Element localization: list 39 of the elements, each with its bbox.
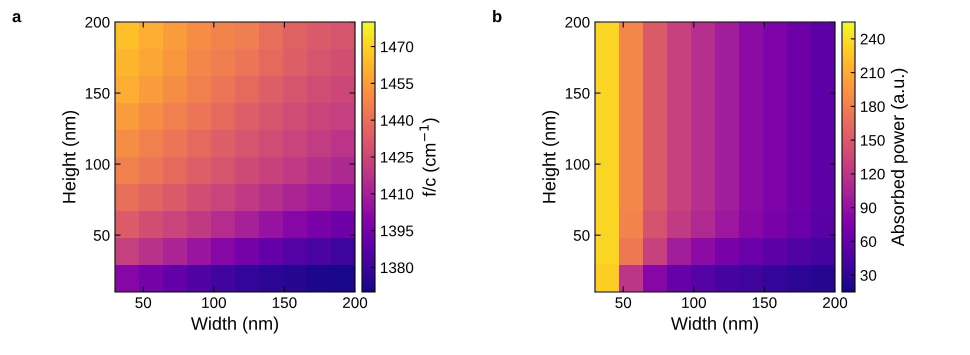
x-tick-label: 150 xyxy=(752,297,777,308)
y-tick-label: 200 xyxy=(565,16,590,28)
x-tick-label: 50 xyxy=(135,297,152,308)
x-tick-label: 200 xyxy=(823,297,848,308)
y-tick-label: 150 xyxy=(566,88,590,99)
x-tick-label: 50 xyxy=(615,297,632,308)
chart-title: b xyxy=(493,10,502,22)
x-tick-label: 100 xyxy=(682,297,706,308)
color-bar-title: Absorbed power (a.u.) xyxy=(890,68,908,246)
y-axis-title: Height (nm) xyxy=(542,110,560,203)
x-tick-label: 200 xyxy=(343,297,368,308)
x-tick-label: 100 xyxy=(202,297,226,308)
color-bar-label: 1470 xyxy=(381,41,414,52)
color-bar-label: 120 xyxy=(861,168,885,180)
x-axis-title: Width (nm) xyxy=(670,316,758,334)
y-tick-label: 50 xyxy=(94,230,110,241)
color-bar-label: 60 xyxy=(860,236,876,248)
color-bar-label: 90 xyxy=(860,202,876,214)
color-bar-label: 180 xyxy=(861,101,885,112)
x-axis-title: Width (nm) xyxy=(190,316,278,334)
color-bar-title: f/c (cm$^{−1}$) xyxy=(419,118,440,197)
color-bar-label: 1455 xyxy=(381,78,414,90)
color-bar-label: 240 xyxy=(860,34,885,45)
y-tick-label: 100 xyxy=(86,158,110,170)
color-bar-label: 1380 xyxy=(381,262,414,274)
y-tick-label: 150 xyxy=(86,88,110,99)
color-bar-label: 210 xyxy=(860,67,885,78)
color-bar-label: 1395 xyxy=(381,226,414,236)
color-bar-label: 1425 xyxy=(381,152,414,163)
x-tick-label: 150 xyxy=(272,297,297,308)
color-bar-label: 150 xyxy=(861,134,885,146)
chart-title: a xyxy=(12,13,22,22)
color-bar-label: 30 xyxy=(860,270,876,281)
y-tick-label: 50 xyxy=(574,230,590,241)
y-tick-label: 200 xyxy=(85,16,110,28)
y-tick-label: 100 xyxy=(566,158,590,170)
y-axis-title: Height (nm) xyxy=(62,110,80,203)
color-bar-label: 1410 xyxy=(381,188,414,200)
color-bar-label: 1440 xyxy=(381,115,414,126)
